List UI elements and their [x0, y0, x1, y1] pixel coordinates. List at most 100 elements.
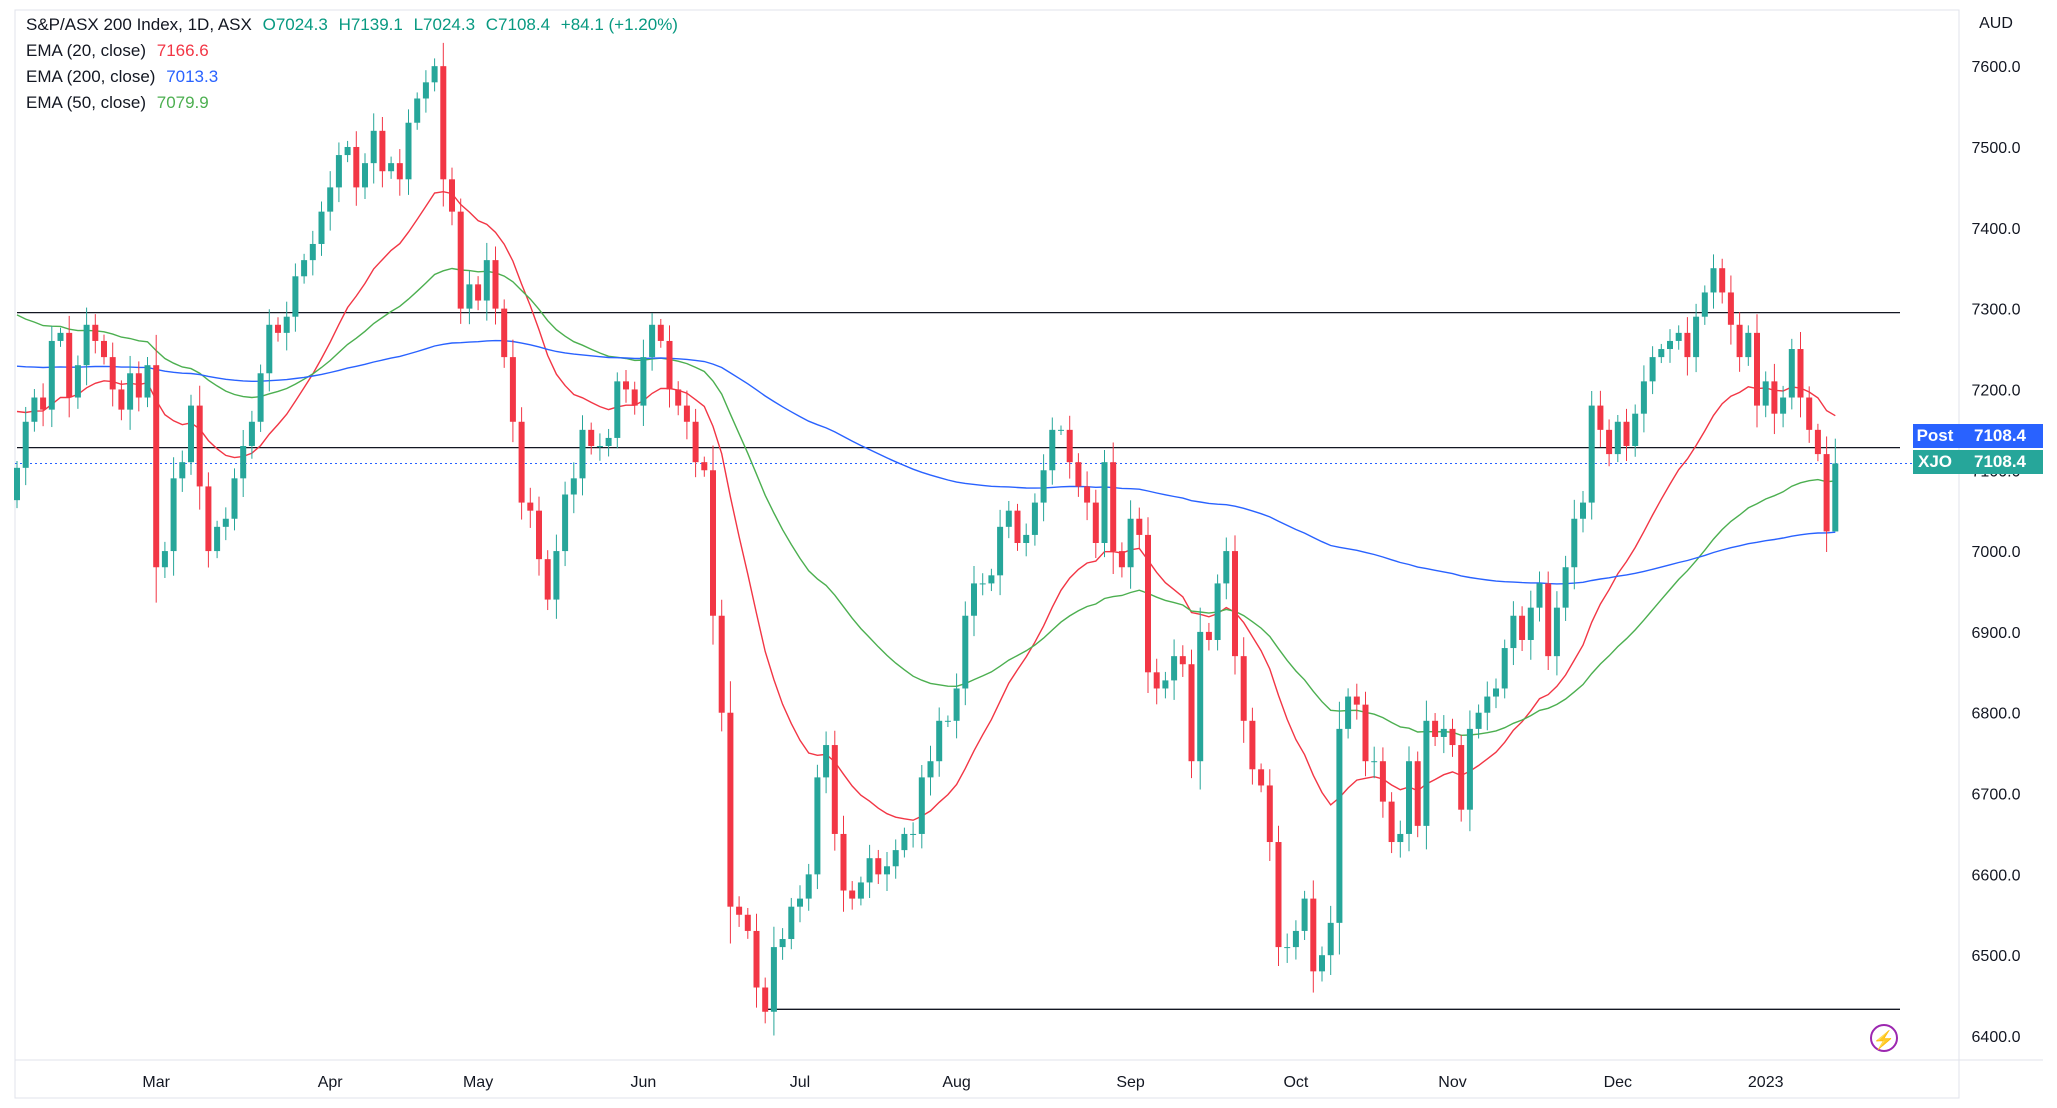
candle-body — [1240, 656, 1247, 721]
candle-body — [231, 478, 238, 519]
candle-body — [1632, 413, 1639, 447]
candle-body — [631, 389, 638, 406]
candle-body — [1432, 720, 1439, 737]
candle-body — [1205, 631, 1212, 640]
candle-body — [1736, 324, 1743, 358]
ema20-label: EMA (20, close) — [26, 41, 146, 60]
y-tick-label: 6900.0 — [1972, 625, 2021, 642]
y-tick-label: 6500.0 — [1972, 948, 2021, 965]
x-tick-label: Nov — [1438, 1074, 1466, 1091]
y-tick-label: 7600.0 — [1972, 59, 2021, 76]
candle-body — [570, 478, 577, 495]
candle-body — [1153, 672, 1160, 689]
ohlc-low: L7024.3 — [413, 15, 476, 34]
candle-body — [736, 906, 743, 915]
candle-body — [1614, 421, 1621, 455]
candle-body — [170, 478, 177, 552]
candle-body — [1345, 696, 1352, 729]
ema50-line — [16, 267, 1836, 737]
x-tick-label: Sep — [1116, 1074, 1145, 1091]
post-price-tag: Post 7108.4 — [1913, 424, 2043, 448]
candle-body — [1466, 728, 1473, 810]
candle-body — [457, 211, 464, 309]
candle-body — [309, 243, 316, 261]
ema200-legend[interactable]: EMA (200, close) 7013.3 — [26, 65, 224, 89]
candle-body — [1249, 720, 1256, 770]
symbol-header: S&P/ASX 200 Index, 1D, ASX O7024.3 H7139… — [26, 13, 684, 37]
post-tag-label: Post — [1916, 426, 1954, 445]
candle-body — [475, 284, 482, 301]
candle-body — [936, 720, 943, 762]
lightning-icon[interactable]: ⚡ — [1870, 1024, 1898, 1052]
candle-body — [153, 365, 160, 568]
candle-body — [1475, 712, 1482, 729]
candle-body — [396, 163, 403, 180]
candle-body — [536, 510, 542, 560]
candle-body — [1397, 833, 1404, 843]
candle-body — [1275, 842, 1282, 948]
horizontal-lines — [15, 312, 1959, 1010]
candle-body — [22, 421, 29, 468]
ema20-legend[interactable]: EMA (20, close) 7166.6 — [26, 39, 215, 63]
candle-body — [179, 462, 186, 479]
candle-body — [1327, 922, 1334, 956]
candle-body — [57, 332, 64, 341]
y-tick-label: 6700.0 — [1972, 787, 2021, 804]
candle-body — [127, 373, 134, 410]
candle-body — [1379, 761, 1386, 802]
candle-body — [353, 146, 360, 188]
candle-body — [1118, 551, 1125, 568]
candle-body — [1545, 583, 1552, 657]
candle-body — [605, 437, 612, 447]
candle-body — [40, 397, 47, 410]
y-tick-label: 7300.0 — [1972, 302, 2021, 319]
candle-body — [623, 381, 629, 390]
candle-body — [971, 583, 977, 616]
ohlc-open: O7024.3 — [262, 15, 328, 34]
y-tick-label: 6600.0 — [1972, 867, 2021, 884]
candle-body — [205, 486, 212, 552]
x-tick-label: Jun — [631, 1074, 657, 1091]
candle-body — [614, 381, 621, 438]
xjo-tag-value: 7108.4 — [1974, 452, 2026, 471]
x-tick-label: 2023 — [1748, 1074, 1784, 1091]
candle-body — [1588, 405, 1595, 503]
candle-body — [135, 373, 142, 398]
candle-body — [1745, 332, 1752, 358]
ema50-label: EMA (50, close) — [26, 93, 146, 112]
candle-body — [910, 833, 917, 835]
candle-body — [710, 470, 716, 616]
candle-body — [797, 898, 803, 907]
candle-body — [1553, 607, 1560, 657]
candle-body — [988, 575, 995, 584]
candle-body — [214, 526, 221, 552]
candle-body — [727, 712, 734, 907]
candle-body — [1580, 502, 1586, 519]
candle-body — [1440, 728, 1447, 737]
candle-body — [1005, 510, 1012, 527]
candle-body — [196, 405, 203, 487]
candle-body — [1797, 349, 1804, 398]
candle-body — [675, 389, 682, 406]
x-tick-label: Mar — [142, 1074, 170, 1091]
candle-body — [1232, 551, 1238, 657]
candle-body — [1371, 761, 1378, 763]
candle-body — [901, 833, 908, 851]
candle-body — [1484, 696, 1491, 713]
y-tick-label: 6800.0 — [1972, 706, 2021, 723]
candle-body — [1223, 551, 1230, 584]
candle-body — [388, 163, 395, 172]
candle-body — [1145, 534, 1151, 673]
candle-body — [640, 357, 647, 406]
candle-body — [1562, 567, 1569, 608]
candle-body — [1571, 518, 1578, 568]
candle-body — [1640, 381, 1647, 414]
ema50-legend[interactable]: EMA (50, close) 7079.9 — [26, 91, 215, 115]
candle-body — [927, 761, 934, 778]
candle-body — [414, 98, 421, 123]
candle-body — [1814, 429, 1821, 455]
candle-body — [74, 365, 81, 398]
candle-body — [1214, 583, 1221, 640]
candle-body — [1493, 688, 1499, 697]
